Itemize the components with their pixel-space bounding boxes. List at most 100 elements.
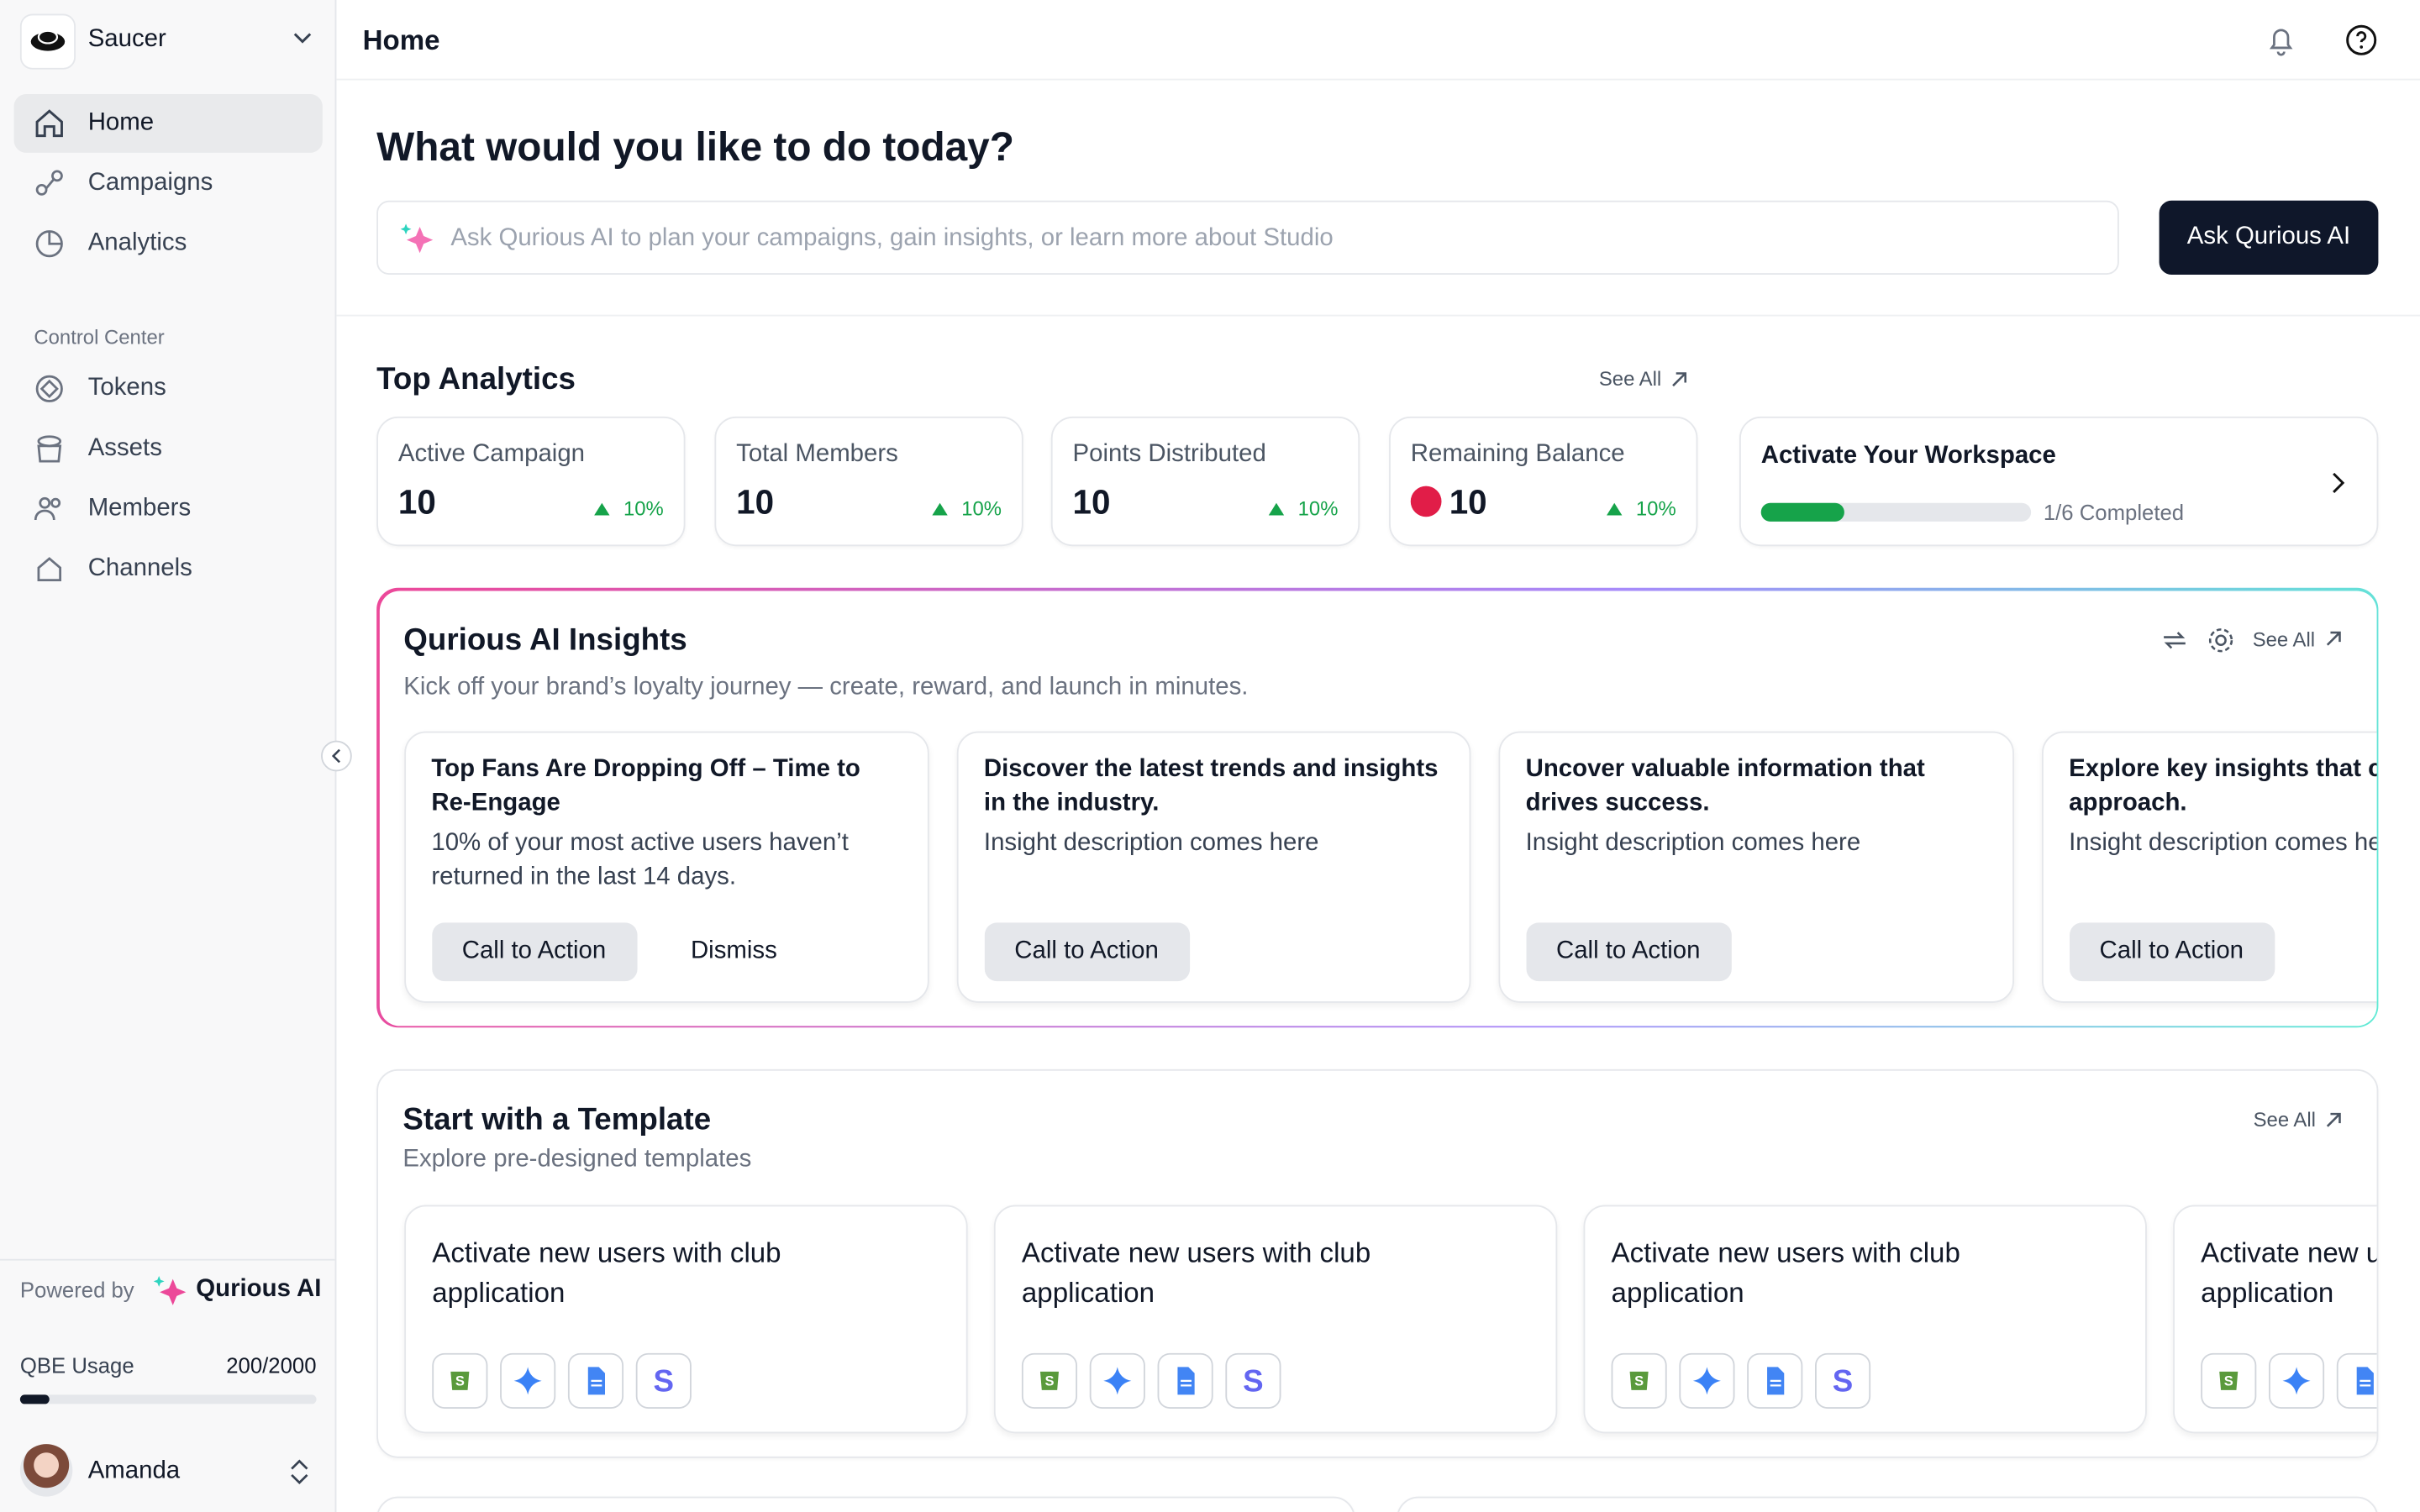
header-border bbox=[336, 78, 2420, 81]
section-title: Top Analytics bbox=[376, 362, 576, 397]
usage-label: QBE Usage bbox=[19, 1352, 134, 1378]
dismiss-button[interactable]: Dismiss bbox=[690, 937, 777, 964]
stat-card[interactable]: Active Campaign 10 10% bbox=[376, 416, 686, 547]
stat-label: Active Campaign bbox=[397, 441, 586, 468]
workspace-card[interactable]: Activate Your Workspace 1/6 Completed bbox=[1739, 416, 2379, 547]
nav-item[interactable]: Assets bbox=[14, 420, 323, 479]
change-text: 10% bbox=[961, 496, 1002, 520]
see-all[interactable]: See All bbox=[2253, 627, 2343, 650]
nav-item[interactable]: Analytics bbox=[14, 214, 323, 273]
app-icon: S bbox=[1611, 1352, 1667, 1409]
stat-label: Remaining Balance bbox=[1410, 441, 1625, 468]
collapse-button[interactable] bbox=[321, 740, 352, 772]
avatar[interactable] bbox=[19, 1444, 73, 1497]
hero-title: What would you like to do today? bbox=[376, 123, 1014, 171]
stat-card[interactable]: Points Distributed 10 10% bbox=[1050, 416, 1360, 547]
template-title: Activate new users with club application bbox=[1021, 1237, 1371, 1309]
svg-text:S: S bbox=[2224, 1373, 2233, 1389]
divider bbox=[0, 1258, 335, 1261]
insight-card: Uncover valuable information that drives… bbox=[1497, 730, 2014, 1002]
stat-value: 10 bbox=[736, 482, 775, 522]
app-icon bbox=[2269, 1352, 2325, 1409]
notifications[interactable] bbox=[2264, 24, 2297, 57]
insight-card: Explore key insights that ca your approa… bbox=[2041, 730, 2376, 1002]
app-icon: S bbox=[1815, 1352, 1871, 1409]
nav-item[interactable]: Home bbox=[13, 94, 323, 153]
nav-label: Campaigns bbox=[87, 170, 213, 197]
cta-button[interactable]: Call to Action bbox=[2069, 921, 2275, 981]
stat-change: 10% bbox=[930, 496, 1002, 520]
app-icon bbox=[567, 1352, 624, 1409]
stat-change: 10% bbox=[1605, 496, 1676, 520]
balance-icon bbox=[1410, 486, 1442, 517]
progress-track bbox=[1760, 502, 2032, 522]
cta-button[interactable]: Call to Action bbox=[1525, 921, 1731, 981]
app-icon bbox=[1679, 1352, 1735, 1409]
svg-text:S: S bbox=[1243, 1364, 1264, 1399]
stat-value: 10 bbox=[397, 482, 436, 522]
template-card[interactable]: Activate new users with club application… bbox=[2173, 1205, 2377, 1434]
section-title: Start with a Template bbox=[402, 1103, 712, 1137]
app-icon: S bbox=[1021, 1352, 1078, 1409]
stat-label: Total Members bbox=[736, 441, 898, 468]
cta-button[interactable]: Call to Action bbox=[431, 921, 637, 981]
cta-button[interactable]: Call to Action bbox=[983, 921, 1190, 981]
app-icon: S bbox=[1225, 1352, 1281, 1409]
change-text: 10% bbox=[1635, 496, 1676, 520]
panel bbox=[1397, 1496, 2379, 1512]
app-icon bbox=[1089, 1352, 1145, 1409]
progress-text: 1/6 Completed bbox=[2043, 500, 2185, 525]
settings[interactable] bbox=[2207, 626, 2234, 654]
nav-label: Assets bbox=[87, 434, 162, 462]
usage-fill bbox=[19, 1394, 50, 1404]
template-card[interactable]: Activate new users with club application… bbox=[404, 1205, 968, 1434]
nav-label: Tokens bbox=[87, 375, 166, 402]
sparkle-icon bbox=[153, 1275, 187, 1305]
svg-text:S: S bbox=[455, 1373, 465, 1389]
change-text: 10% bbox=[1297, 496, 1339, 520]
user-menu[interactable] bbox=[287, 1458, 312, 1486]
help[interactable] bbox=[2344, 24, 2378, 57]
panel bbox=[376, 1496, 1355, 1512]
powered-by: Powered by bbox=[19, 1277, 134, 1303]
app-icon: S bbox=[432, 1352, 488, 1409]
template-title: Activate new users with club application bbox=[2201, 1237, 2376, 1309]
stat-label: Points Distributed bbox=[1072, 441, 1266, 468]
see-all-text: See All bbox=[1598, 367, 1662, 391]
chevron[interactable] bbox=[290, 29, 314, 48]
svg-text:S: S bbox=[1044, 1373, 1054, 1389]
nav-item[interactable]: Members bbox=[14, 480, 323, 538]
template-card[interactable]: Activate new users with club application… bbox=[1583, 1205, 2147, 1434]
template-card[interactable]: Activate new users with club application… bbox=[993, 1205, 1558, 1434]
brand: Qurious AI bbox=[196, 1275, 322, 1303]
stat-card[interactable]: Total Members 10 10% bbox=[714, 416, 1023, 547]
app-icon bbox=[500, 1352, 556, 1409]
nav-item[interactable]: Channels bbox=[14, 540, 323, 599]
nav-item[interactable]: Tokens bbox=[14, 360, 323, 418]
insights-panel: Qurious AI Insights Kick off your brand’… bbox=[376, 587, 2379, 1028]
refresh[interactable] bbox=[2160, 627, 2188, 652]
workspace-name[interactable]: Saucer bbox=[87, 26, 166, 53]
stat-change: 10% bbox=[1267, 496, 1339, 520]
stat-value: 10 bbox=[1072, 482, 1111, 522]
ask-button[interactable]: Ask Qurious AI bbox=[2159, 200, 2379, 275]
nav-item[interactable]: Campaigns bbox=[14, 155, 323, 213]
insight-description: 10% of your most active users haven’t re… bbox=[431, 829, 849, 890]
input-placeholder: Ask Qurious AI to plan your campaigns, g… bbox=[450, 225, 1334, 252]
page-title: Home bbox=[362, 24, 440, 56]
see-all[interactable]: See All bbox=[2254, 1108, 2344, 1131]
app-icon: S bbox=[2201, 1352, 2257, 1409]
nav-label: Analytics bbox=[87, 229, 187, 256]
app-icon bbox=[2336, 1352, 2377, 1409]
see-all[interactable]: See All bbox=[1599, 367, 1689, 391]
usage-value: 200/2000 bbox=[226, 1352, 317, 1378]
stat-card[interactable]: Remaining Balance 10 10% bbox=[1389, 416, 1698, 547]
section-subtitle: Explore pre-designed templates bbox=[402, 1146, 752, 1173]
nav-label: Home bbox=[87, 109, 155, 136]
user-name[interactable]: Amanda bbox=[87, 1457, 181, 1484]
ask-input[interactable]: Ask Qurious AI to plan your campaigns, g… bbox=[376, 200, 2119, 275]
divider bbox=[336, 314, 2420, 317]
change-text: 10% bbox=[623, 496, 664, 520]
